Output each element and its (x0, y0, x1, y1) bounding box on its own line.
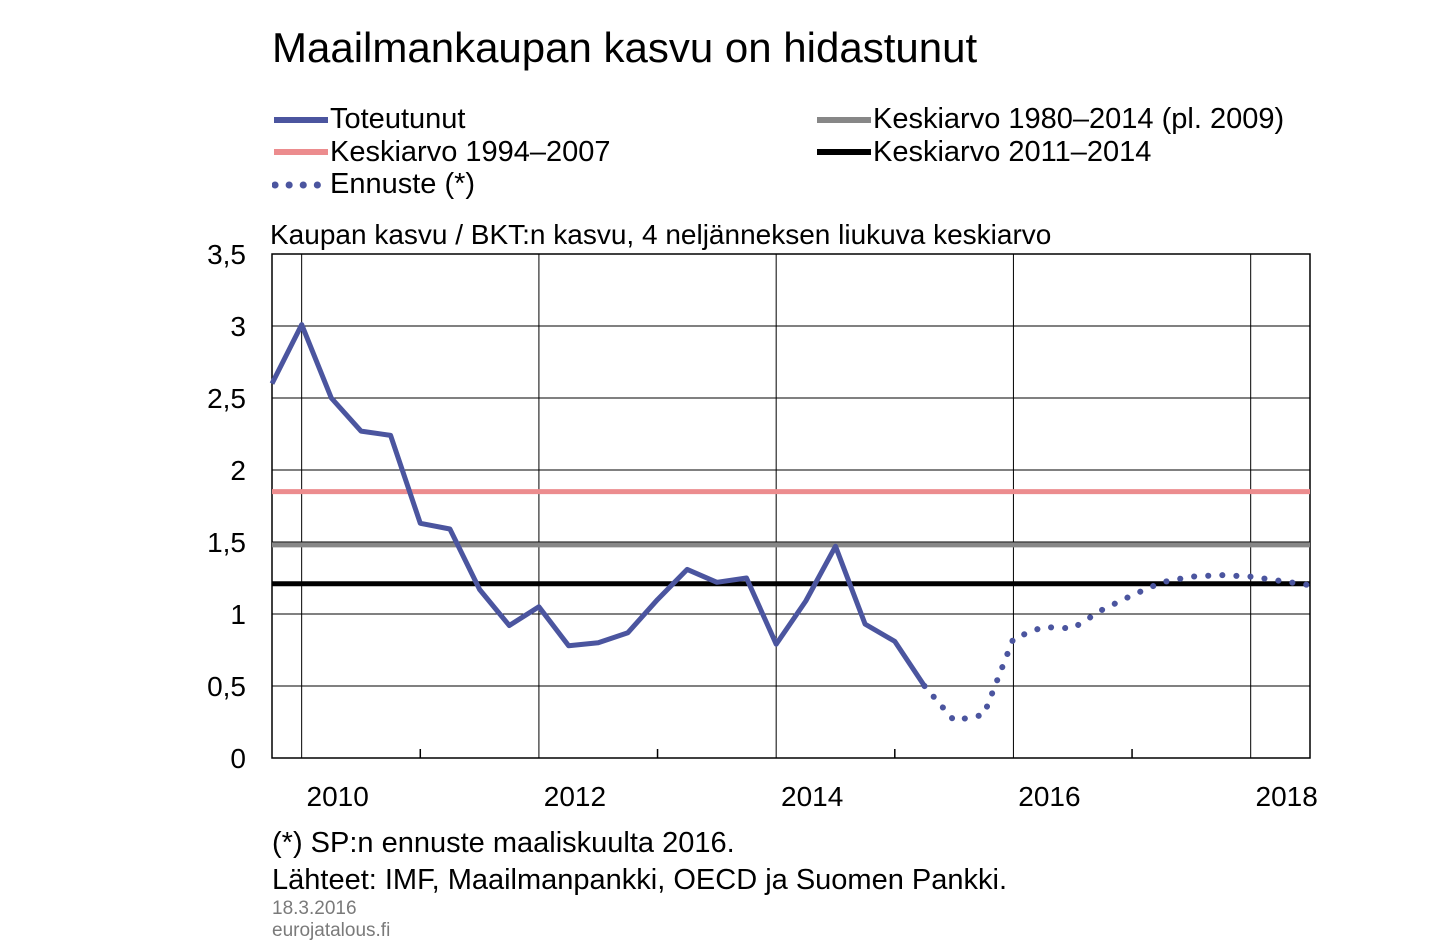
x-tick-label: 2018 (1256, 781, 1318, 812)
publish-date: 18.3.2016 (272, 898, 357, 919)
chart-title: Maailmankaupan kasvu on hidastunut (272, 24, 978, 71)
legend-swatches-right (817, 117, 871, 155)
legend-label-toteutunut: Toteutunut (330, 103, 466, 135)
legend-label-keskiarvo-1980-2014: Keskiarvo 1980–2014 (pl. 2009) (873, 103, 1285, 135)
x-tick-label: 2016 (1018, 781, 1080, 812)
y-tick-label: 1,5 (207, 527, 246, 558)
y-tick-label: 1 (230, 599, 246, 630)
y-tick-label: 0 (230, 743, 246, 774)
y-tick-label: 3,5 (207, 239, 246, 270)
legend-label-keskiarvo-1994-2007: Keskiarvo 1994–2007 (330, 136, 611, 168)
y-tick-label: 2,5 (207, 383, 246, 414)
legend-label-keskiarvo-2011-2014: Keskiarvo 2011–2014 (873, 136, 1152, 168)
sources: Lähteet: IMF, Maailmanpankki, OECD ja Su… (272, 864, 1007, 896)
chart-subtitle: Kaupan kasvu / BKT:n kasvu, 4 neljänneks… (270, 219, 1052, 250)
x-tick-label: 2010 (307, 781, 369, 812)
series-line-toteutunut (269, 322, 927, 688)
footnote: (*) SP:n ennuste maaliskuulta 2016. (272, 827, 735, 859)
y-tick-label: 2 (230, 455, 246, 486)
y-tick-label: 0,5 (207, 671, 246, 702)
x-tick-label: 2014 (781, 781, 843, 812)
legend-swatches (272, 117, 332, 189)
website: eurojatalous.fi (272, 920, 391, 941)
series-line-ennuste (921, 572, 1313, 724)
x-tick-label: 2012 (544, 781, 606, 812)
legend-label-ennuste: Ennuste (*) (330, 168, 476, 200)
plot-frame (271, 253, 1311, 759)
y-tick-label: 3 (230, 311, 246, 342)
